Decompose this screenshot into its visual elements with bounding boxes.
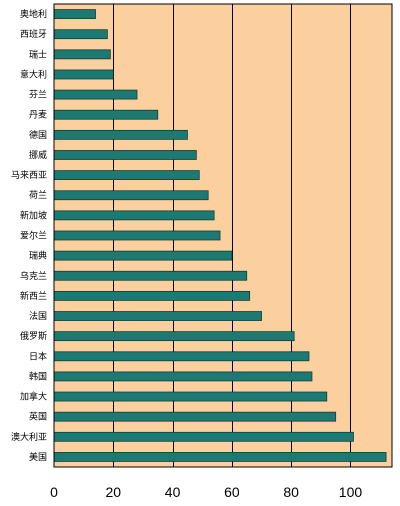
bar	[53, 29, 108, 40]
category-label: 新加坡	[20, 209, 47, 221]
x-tick-label: 60	[224, 484, 240, 500]
bar	[53, 452, 387, 462]
category-label: 俄罗斯	[20, 330, 47, 342]
bar	[53, 270, 248, 281]
bar	[53, 371, 313, 382]
category-label: 日本	[29, 350, 47, 362]
bar	[53, 290, 251, 301]
category-label: 澳大利亚	[11, 431, 47, 443]
category-label: 西班牙	[20, 28, 47, 40]
category-label: 奥地利	[20, 8, 47, 20]
category-label: 乌克兰	[20, 270, 47, 282]
x-tick-label: 80	[283, 484, 299, 500]
category-label: 瑞典	[29, 250, 47, 262]
category-label: 意大利	[20, 68, 47, 80]
category-label: 瑞士	[29, 48, 47, 60]
category-label: 加拿大	[20, 391, 47, 403]
bar	[53, 109, 159, 120]
category-label: 荷兰	[29, 189, 47, 201]
x-tick-label: 0	[50, 484, 58, 500]
bar	[53, 431, 354, 442]
category-label: 法国	[29, 310, 47, 322]
bar	[53, 351, 310, 362]
x-tick-label: 100	[339, 484, 363, 500]
bar	[53, 9, 96, 19]
bar	[53, 170, 200, 181]
bar	[53, 331, 295, 342]
x-axis-ticks: 0 20 40 60 80 100	[50, 484, 362, 500]
category-label: 美国	[29, 451, 47, 463]
bar	[53, 250, 233, 261]
bar	[53, 89, 138, 100]
category-label: 爱尔兰	[20, 230, 47, 242]
category-label: 德国	[29, 129, 47, 141]
bar	[53, 391, 328, 402]
bar	[53, 49, 111, 60]
category-labels: 奥地利西班牙瑞士意大利芬兰丹麦德国挪威马来西亚荷兰新加坡爱尔兰瑞典乌克兰新西兰法…	[11, 8, 47, 463]
category-label: 挪威	[29, 149, 47, 161]
bar	[53, 311, 262, 321]
bar	[53, 129, 188, 140]
category-label: 英国	[29, 411, 47, 423]
bar	[53, 150, 197, 160]
bar	[53, 411, 337, 422]
category-label: 丹麦	[29, 109, 47, 121]
bars	[53, 9, 387, 462]
x-tick-label: 40	[165, 484, 181, 500]
x-tick-label: 20	[106, 484, 122, 500]
bar	[53, 69, 114, 80]
category-label: 芬兰	[29, 89, 47, 101]
bar	[53, 210, 215, 221]
bar	[53, 190, 209, 201]
category-label: 马来西亚	[11, 170, 47, 181]
bar	[53, 230, 221, 241]
plot-frame	[53, 3, 393, 468]
category-label: 韩国	[29, 370, 47, 382]
category-label: 新西兰	[20, 290, 47, 302]
